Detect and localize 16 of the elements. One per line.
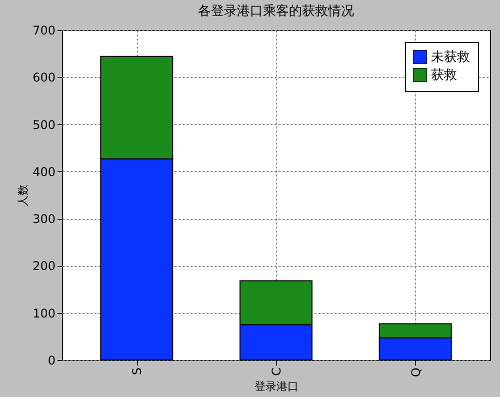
y-tick-label: 0	[48, 354, 56, 368]
legend-label: 未获救	[431, 50, 470, 65]
x-tick-label: C	[270, 368, 284, 376]
y-tick-label: 500	[32, 118, 56, 132]
legend-label: 获救	[431, 68, 457, 83]
chart-title: 各登录港口乘客的获救情况	[198, 3, 354, 19]
y-tick-label: 300	[32, 212, 56, 226]
x-tick-label: S	[130, 368, 144, 376]
y-tick-label: 200	[32, 259, 56, 274]
y-tick-label: 600	[32, 70, 56, 85]
x-axis-title: 登录港口	[254, 380, 298, 393]
y-tick-label: 400	[32, 164, 56, 179]
y-axis-title: 人数	[16, 184, 30, 206]
y-tick-label: 100	[32, 306, 56, 320]
x-tick-label: Q	[408, 368, 423, 377]
y-tick-label: 700	[32, 24, 56, 38]
